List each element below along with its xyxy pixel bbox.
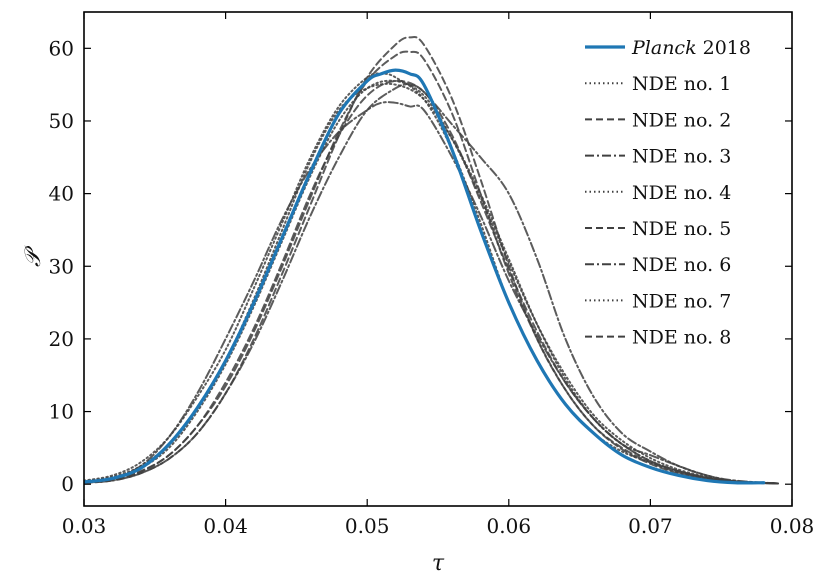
x-tick-label: 0.07 (628, 514, 673, 538)
y-tick-label: 10 (49, 400, 74, 424)
series-curves (84, 36, 779, 485)
y-tick-label: 40 (49, 182, 74, 206)
x-axis-label: τ (432, 551, 445, 576)
legend-label: NDE no. 2 (632, 109, 731, 131)
y-tick-label: 50 (49, 109, 74, 133)
y-tick-label: 60 (49, 36, 74, 60)
x-axis: 0.03 0.04 0.05 0.06 0.07 0.08 (62, 12, 815, 538)
y-axis: 0 10 20 30 40 50 60 (49, 36, 792, 496)
x-tick-label: 0.06 (487, 514, 532, 538)
y-axis-label: 𝒫 (21, 245, 46, 267)
x-tick-label: 0.05 (345, 514, 390, 538)
legend: Planck 2018 NDE no. 1 NDE no. 2 NDE no. 3 ND… (585, 37, 751, 349)
legend-label: NDE no. 3 (632, 146, 731, 168)
y-tick-label: 20 (49, 327, 74, 351)
series-line-nde-3 (84, 83, 779, 485)
legend-label: NDE no. 1 (632, 73, 731, 95)
plot-frame (83, 11, 793, 507)
series-line-planck-2018 (84, 68, 766, 485)
x-tick-label: 0.03 (62, 514, 107, 538)
y-tick-label: 0 (61, 472, 74, 496)
x-tick-label: 0.04 (203, 514, 248, 538)
legend-label: NDE no. 6 (632, 254, 731, 276)
legend-label: NDE no. 7 (632, 290, 731, 312)
legend-label: NDE no. 8 (632, 327, 731, 349)
series-line-nde-7 (84, 79, 779, 485)
legend-label: Planck 2018 (631, 37, 751, 59)
legend-label: NDE no. 5 (632, 218, 731, 240)
legend-label: NDE no. 4 (632, 182, 731, 204)
x-tick-label: 0.08 (770, 514, 815, 538)
y-tick-label: 30 (49, 254, 74, 278)
series-line-nde-8 (84, 79, 779, 485)
